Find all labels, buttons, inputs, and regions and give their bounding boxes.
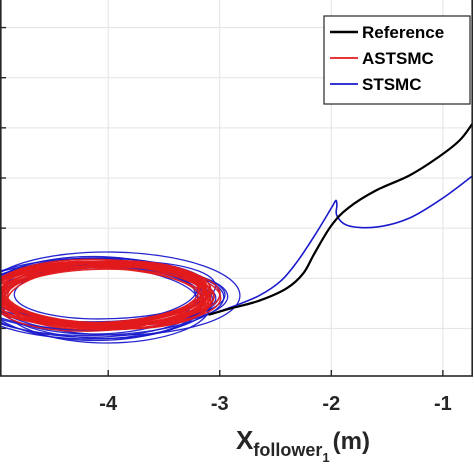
series-stsmc-loop-15 <box>0 251 241 336</box>
series-astsmc-loop-21 <box>1 261 212 328</box>
x-axis-title-main: X <box>236 425 254 455</box>
x-axis-title-unit: (m) <box>333 428 370 455</box>
x-tick-label-3: -1 <box>434 393 452 415</box>
series-astsmc-line <box>208 122 473 316</box>
series-astsmc-loop-23 <box>0 260 212 327</box>
x-tick-labels: -4 -3 -2 -1 <box>99 393 451 415</box>
series-astsmc-loop-20 <box>3 264 215 325</box>
x-axis-title-subsub: 1 <box>322 450 329 465</box>
series-reference <box>208 122 473 316</box>
series-group <box>0 122 473 344</box>
legend-label-astsmc: ASTSMC <box>362 49 434 68</box>
x-tick-label-2: -2 <box>322 393 340 415</box>
series-stsmc-line <box>208 174 473 316</box>
legend-label-reference: Reference <box>362 23 444 42</box>
series-reference-line <box>208 122 473 316</box>
series-astsmc-loop-22 <box>0 262 209 329</box>
x-axis-title-sub: follower <box>253 440 322 460</box>
legend-label-stsmc: STSMC <box>362 75 422 94</box>
x-axis-title: Xfollower1 (m) <box>236 425 370 465</box>
plot-frame <box>0 0 473 377</box>
x-tick-label-1: -3 <box>211 393 229 415</box>
legend-box <box>323 15 471 105</box>
legend: Reference ASTSMC STSMC <box>323 15 471 105</box>
x-tick-marks <box>107 370 444 376</box>
x-tick-label-0: -4 <box>99 393 118 415</box>
